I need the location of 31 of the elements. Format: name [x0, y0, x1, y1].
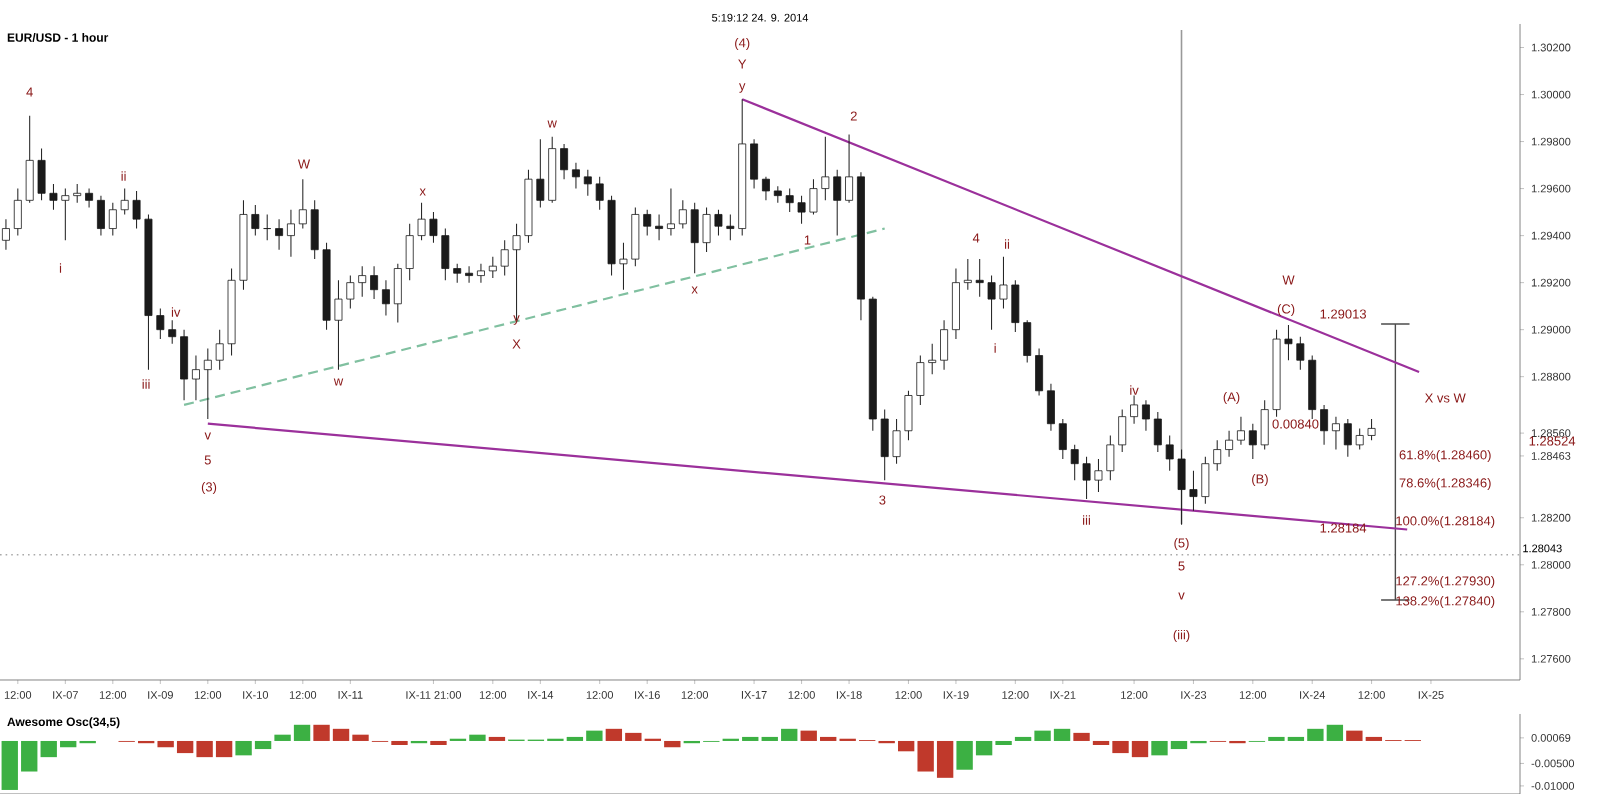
candlestick [1320, 404, 1329, 446]
candlestick [951, 268, 960, 340]
candlestick [1, 218, 10, 251]
bar [664, 740, 681, 748]
candlestick [85, 188, 94, 208]
candlestick [666, 188, 675, 237]
candlestick [96, 195, 105, 237]
candlestick [940, 319, 949, 371]
candlestick [1046, 383, 1055, 432]
candlestick [761, 176, 770, 201]
candlestick [845, 134, 854, 204]
candlestick [476, 263, 485, 284]
candlestick [1141, 399, 1150, 432]
bar [1073, 732, 1090, 741]
candlestick [180, 329, 189, 401]
candlestick [1035, 347, 1044, 396]
candlestick [750, 138, 759, 190]
bar [430, 740, 447, 746]
candlestick [191, 355, 200, 401]
candlestick [655, 213, 664, 241]
candlestick [275, 218, 284, 251]
candlestick [1331, 416, 1340, 451]
candlestick [286, 209, 295, 258]
candlestick [571, 162, 580, 190]
candlestick [1225, 430, 1234, 458]
candlestick [560, 143, 569, 180]
candlestick [465, 265, 474, 284]
candlestick [381, 279, 390, 317]
candlestick [1130, 395, 1139, 425]
candlestick [1236, 416, 1245, 446]
candlestick [370, 265, 379, 300]
